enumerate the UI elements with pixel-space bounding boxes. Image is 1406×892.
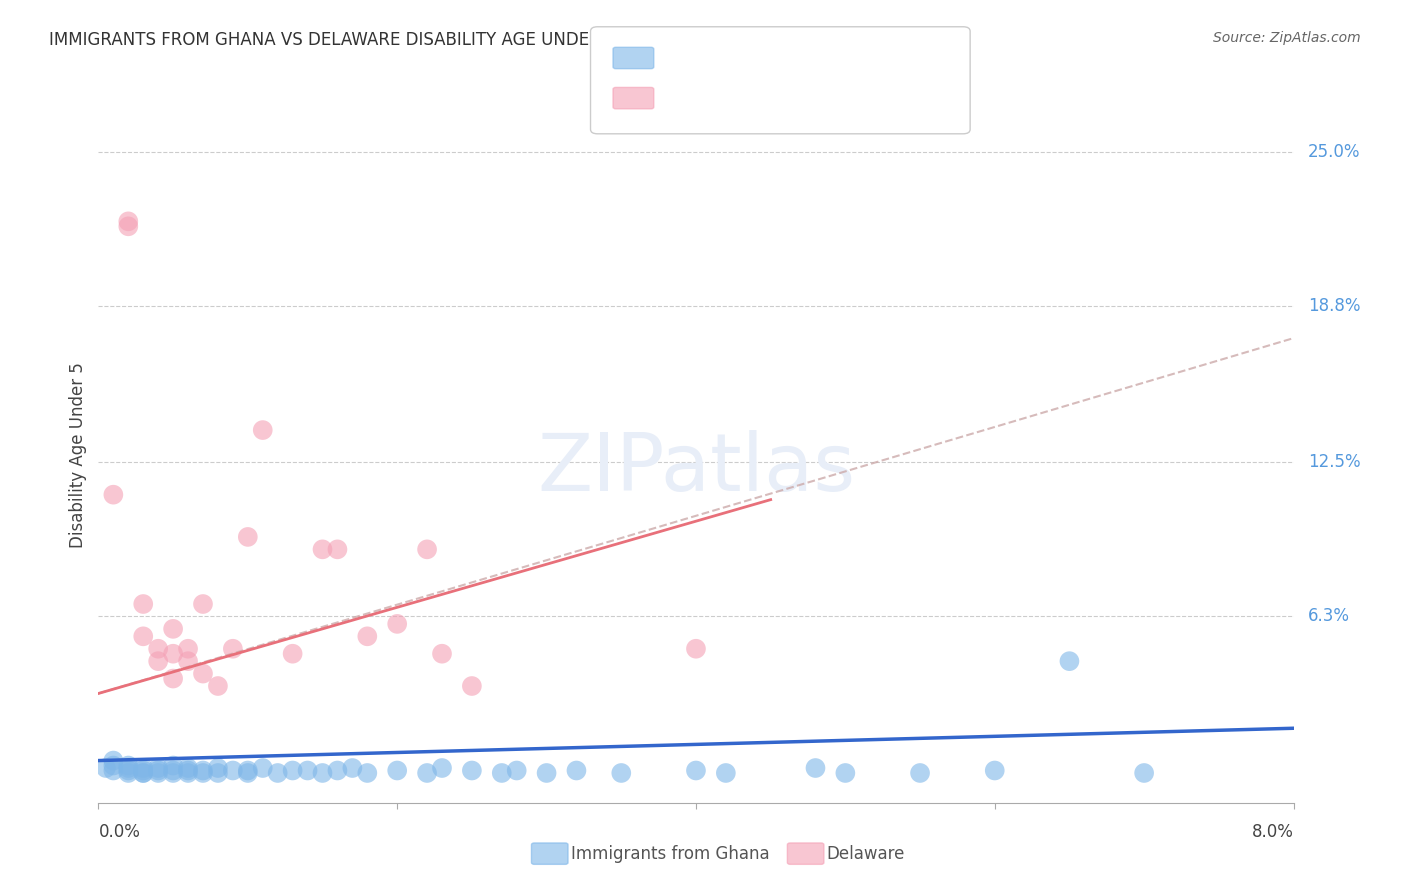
Point (685, 764, 707, 778)
Point (148, 764, 170, 778)
Point (491, 766, 513, 780)
Point (207, 766, 229, 780)
Point (281, 764, 304, 778)
Point (132, 766, 155, 780)
Point (132, 597, 155, 611)
Point (252, 761, 274, 775)
Point (162, 672, 184, 686)
Point (685, 641, 707, 656)
Point (252, 423, 274, 437)
Point (804, 761, 827, 775)
Point (177, 641, 200, 656)
Point (326, 764, 349, 778)
Text: IMMIGRANTS FROM GHANA VS DELAWARE DISABILITY AGE UNDER 5 CORRELATION CHART: IMMIGRANTS FROM GHANA VS DELAWARE DISABI… (49, 31, 801, 49)
Point (236, 530, 259, 544)
Text: R = 0.083: R = 0.083 (664, 49, 747, 67)
Point (385, 616, 409, 631)
Text: 18.8%: 18.8% (1308, 297, 1361, 315)
Point (430, 647, 453, 661)
Point (132, 761, 155, 775)
Point (177, 761, 200, 775)
Point (385, 764, 409, 778)
Point (162, 764, 184, 778)
Point (191, 766, 214, 780)
Point (714, 766, 737, 780)
Point (1133, 766, 1156, 780)
Point (132, 764, 155, 778)
Point (132, 629, 155, 643)
Text: 25.0%: 25.0% (1308, 143, 1361, 161)
Point (430, 761, 453, 775)
Point (342, 761, 364, 775)
Point (297, 764, 319, 778)
Point (117, 761, 139, 775)
Point (416, 542, 439, 557)
Point (148, 641, 170, 656)
Point (162, 647, 184, 661)
Point (132, 766, 155, 780)
Point (222, 641, 245, 656)
Point (1059, 654, 1081, 668)
Point (177, 766, 200, 780)
Text: Delaware: Delaware (827, 845, 905, 863)
Point (207, 679, 229, 693)
Point (117, 766, 139, 780)
Point (461, 679, 484, 693)
Point (103, 764, 125, 778)
Point (416, 766, 439, 780)
Point (356, 629, 378, 643)
Text: N = 27: N = 27 (823, 89, 880, 107)
Point (281, 647, 304, 661)
Point (162, 622, 184, 636)
Point (117, 219, 139, 234)
Point (326, 542, 349, 557)
Point (191, 666, 214, 681)
Point (236, 766, 259, 780)
Text: R = 0.266: R = 0.266 (664, 89, 747, 107)
Point (236, 764, 259, 778)
Point (177, 654, 200, 668)
Point (565, 764, 588, 778)
Point (117, 764, 139, 778)
Text: 8.0%: 8.0% (1251, 822, 1294, 840)
Point (267, 766, 290, 780)
Point (162, 758, 184, 772)
Text: N = 53: N = 53 (823, 49, 880, 67)
Point (983, 764, 1005, 778)
Point (536, 766, 558, 780)
Point (311, 766, 333, 780)
Point (356, 766, 378, 780)
Point (148, 761, 170, 775)
Y-axis label: Disability Age Under 5: Disability Age Under 5 (69, 362, 87, 548)
Point (148, 654, 170, 668)
Point (94, 761, 117, 775)
Point (177, 764, 200, 778)
Text: ZIPatlas: ZIPatlas (537, 430, 855, 508)
Text: 12.5%: 12.5% (1308, 453, 1361, 471)
Point (834, 766, 856, 780)
Point (461, 764, 484, 778)
Point (148, 766, 170, 780)
Text: Source: ZipAtlas.com: Source: ZipAtlas.com (1213, 31, 1361, 45)
Point (191, 764, 214, 778)
Point (506, 764, 529, 778)
Text: 6.3%: 6.3% (1308, 607, 1350, 625)
Point (222, 764, 245, 778)
Point (311, 542, 333, 557)
Point (103, 758, 125, 772)
Point (207, 761, 229, 775)
Point (162, 766, 184, 780)
Text: 0.0%: 0.0% (98, 822, 141, 840)
Point (610, 766, 633, 780)
Point (191, 597, 214, 611)
Point (117, 214, 139, 228)
Text: Immigrants from Ghana: Immigrants from Ghana (571, 845, 769, 863)
Point (103, 754, 125, 768)
Point (103, 488, 125, 502)
Point (117, 758, 139, 772)
Point (908, 766, 931, 780)
